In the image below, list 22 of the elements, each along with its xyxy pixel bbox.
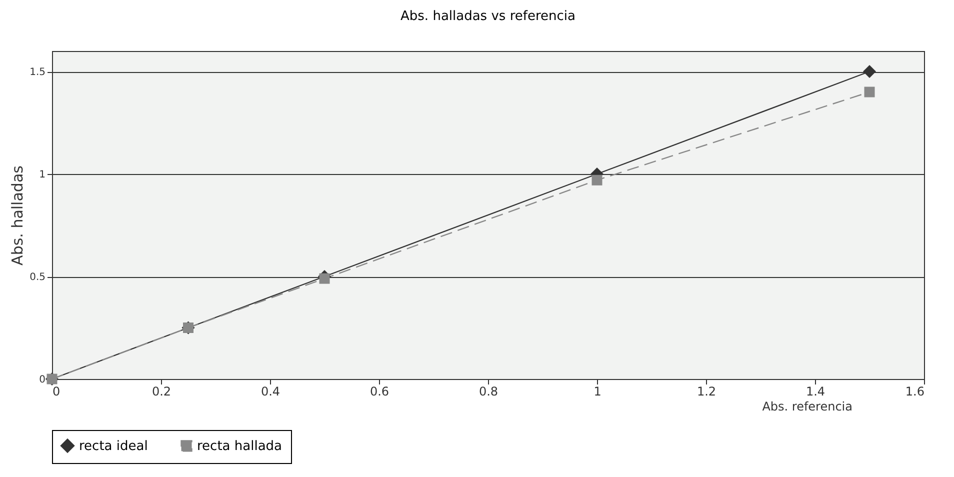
x-tick-label: 1.2 [696,384,716,398]
x-tick-label: 0 [52,384,60,398]
x-tick-label: 0.8 [478,384,498,398]
x-axis-title: Abs. referencia [762,400,852,414]
y-tick-label: 0 [39,374,46,386]
chart-title: Abs. halladas vs referencia [400,9,576,24]
legend-label: recta hallada [197,438,282,454]
point [862,64,876,78]
x-tick-label: 1 [594,384,602,398]
y-tick-label: 1 [39,170,46,180]
x-tick-label: 0.6 [370,384,390,398]
point [864,86,875,98]
x-tick-label: 1.4 [806,384,826,398]
legend-label: recta ideal [79,438,148,454]
y-axis-title: Abs. halladas [8,165,27,266]
y-tick-label: 1.5 [30,67,46,78]
x-tick-label: 0.2 [152,384,172,398]
y-tick-label: 0.5 [30,272,46,283]
point [592,174,602,186]
x-tick-label: 0.4 [260,384,280,398]
point [319,273,330,284]
x-tick-label: 1.6 [905,384,924,398]
